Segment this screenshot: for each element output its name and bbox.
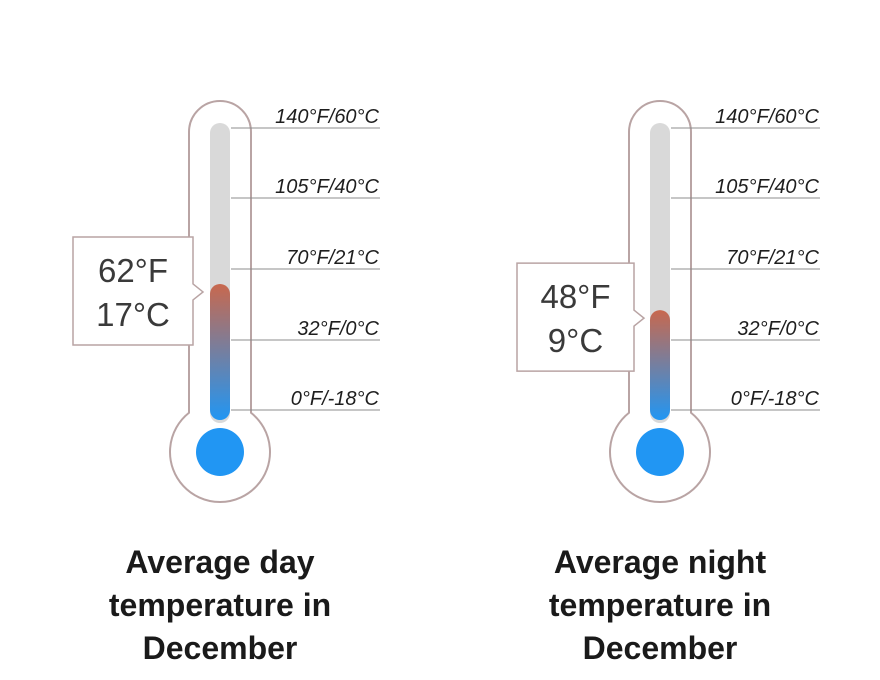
day-thermometer: 140°F/60°C 105°F/40°C 70°F/21°C 32°F/0°C 0°F… xyxy=(72,100,380,503)
day-scale-label: 140°F/60°C xyxy=(275,106,379,128)
day-caption-line-2: temperature in xyxy=(108,587,332,623)
night-thermometer: 140°F/60°C 105°F/40°C 70°F/21°C 32°F/0°C 0°F… xyxy=(516,100,820,503)
day-scale-label: 105°F/40°C xyxy=(275,176,379,198)
day-caption-line-1: Average day xyxy=(125,544,315,580)
day-thermometer-bulb xyxy=(196,428,244,476)
night-scale-label: 70°F/21°C xyxy=(726,247,819,269)
night-scale-label: 140°F/60°C xyxy=(715,106,819,128)
night-scale-label: 0°F/-18°C xyxy=(731,388,820,410)
night-reading-celsius: 9°C xyxy=(548,322,603,359)
night-caption-line-3: December xyxy=(582,630,738,666)
night-scale-label: 32°F/0°C xyxy=(737,318,819,340)
day-scale-label: 0°F/-18°C xyxy=(291,388,380,410)
day-scale-label: 70°F/21°C xyxy=(286,247,379,269)
night-caption-line-2: temperature in xyxy=(548,587,772,623)
night-caption-line-1: Average night xyxy=(553,544,767,580)
day-reading-callout xyxy=(72,236,205,346)
day-reading-celsius: 17°C xyxy=(96,296,170,333)
night-mercury-fill xyxy=(650,310,670,420)
day-mercury-fill xyxy=(210,283,230,420)
night-reading-fahrenheit: 48°F xyxy=(540,278,610,315)
day-reading-fahrenheit: 62°F xyxy=(98,252,168,289)
night-thermometer-bulb xyxy=(636,428,684,476)
night-caption: Average night temperature in December xyxy=(500,541,820,670)
day-caption: Average day temperature in December xyxy=(60,541,380,670)
day-scale-label: 32°F/0°C xyxy=(297,318,379,340)
day-caption-line-3: December xyxy=(142,630,298,666)
night-reading-callout xyxy=(516,262,646,372)
night-scale-label: 105°F/40°C xyxy=(715,176,819,198)
